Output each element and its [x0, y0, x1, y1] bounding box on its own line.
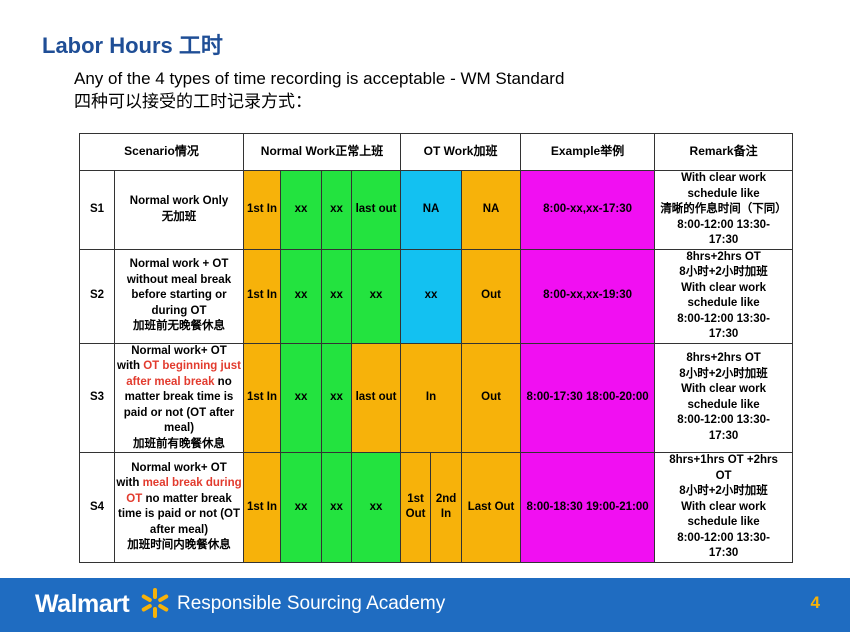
normal-last-out: last out: [351, 170, 402, 250]
subtitle: Any of the 4 types of time recording is …: [74, 67, 564, 113]
normal-xx: xx: [321, 170, 353, 250]
normal-xx: xx: [321, 342, 353, 453]
scenario-id: S3: [79, 342, 115, 453]
ot-out: Out: [461, 342, 522, 453]
normal-1st-in: 1st In: [243, 452, 282, 563]
remark: 8hrs+1hrs OT +2hrs OT 8小时+2小时加班 With clear…: [654, 452, 794, 563]
walmart-spark-icon: [141, 588, 169, 618]
ot-last-out: Last Out: [461, 452, 522, 563]
academy-name: Responsible Sourcing Academy: [177, 593, 446, 614]
ot-2nd-in: 2nd In: [430, 452, 463, 563]
example: 8:00-18:30 19:00-21:00: [520, 452, 656, 563]
walmart-logo-text: Walmart: [35, 590, 130, 618]
highlight-text: OT beginning just after meal break: [126, 360, 241, 388]
header-example: Example举例: [520, 133, 656, 171]
scenario-id: S4: [79, 452, 115, 563]
normal-xx: xx: [351, 452, 402, 563]
slide-title: Labor Hours 工时: [42, 33, 223, 58]
remark: 8hrs+2hrs OT 8小时+2小时加班 With clear work sch…: [654, 342, 794, 453]
remark: With clear work schedule like 清晰的作息时间（下同）…: [654, 170, 794, 250]
highlight-text: meal break during OT: [126, 477, 242, 505]
header-ot-work: OT Work加班: [400, 133, 522, 171]
scenario-description: Normal work Only 无加班: [113, 170, 245, 250]
scenario-id: S1: [79, 170, 115, 250]
normal-1st-in: 1st In: [243, 170, 282, 250]
example: 8:00-xx,xx-19:30: [520, 248, 656, 344]
normal-xx: xx: [351, 248, 402, 344]
normal-xx: xx: [280, 170, 323, 250]
header-normal-work: Normal Work正常上班: [243, 133, 402, 171]
ot-in: In: [400, 342, 463, 453]
header-row: Scenario情况 Normal Work正常上班 OT Work加班 Exa…: [78, 133, 794, 171]
normal-xx: xx: [280, 342, 323, 453]
table-row: S4 Normal work+ OT with meal break durin…: [79, 452, 794, 563]
scenario-description: Normal work+ OT with OT beginning just a…: [113, 342, 245, 453]
ot-out: Out: [461, 248, 522, 344]
normal-xx: xx: [321, 248, 353, 344]
footer-bar: Walmart Responsible Sourcing Academy 4: [0, 578, 850, 632]
scenario-description: Normal work+ OT with meal break during O…: [113, 452, 245, 563]
normal-xx: xx: [280, 248, 323, 344]
table-row: S2 Normal work + OT without meal break be…: [79, 248, 794, 344]
table-row: S1 Normal work Only 无加班 1st In xx xx last…: [79, 170, 794, 250]
normal-xx: xx: [280, 452, 323, 563]
header-scenario: Scenario情况: [78, 133, 245, 171]
subtitle-chinese: 四种可以接受的工时记录方式：: [74, 92, 312, 111]
remark: 8hrs+2hrs OT 8小时+2小时加班 With clear work sch…: [654, 248, 794, 344]
ot-out: NA: [461, 170, 522, 250]
table-row: S3 Normal work+ OT with OT beginning jus…: [79, 342, 794, 453]
normal-xx: xx: [321, 452, 353, 563]
page-number: 4: [810, 593, 820, 612]
example: 8:00-17:30 18:00-20:00: [520, 342, 656, 453]
scenario-id: S2: [79, 248, 115, 344]
normal-last-out: last out: [351, 342, 402, 453]
normal-1st-in: 1st In: [243, 342, 282, 453]
subtitle-english: Any of the 4 types of time recording is …: [74, 69, 565, 88]
header-remark: Remark备注: [654, 133, 794, 171]
ot-in: NA: [400, 170, 463, 250]
normal-1st-in: 1st In: [243, 248, 282, 344]
ot-xx: xx: [400, 248, 463, 344]
labor-hours-table: Scenario情况 Normal Work正常上班 OT Work加班 Exa…: [78, 133, 794, 563]
scenario-description: Normal work + OT without meal break befor…: [113, 248, 245, 344]
ot-1st-out: 1st Out: [400, 452, 432, 563]
example: 8:00-xx,xx-17:30: [520, 170, 656, 250]
